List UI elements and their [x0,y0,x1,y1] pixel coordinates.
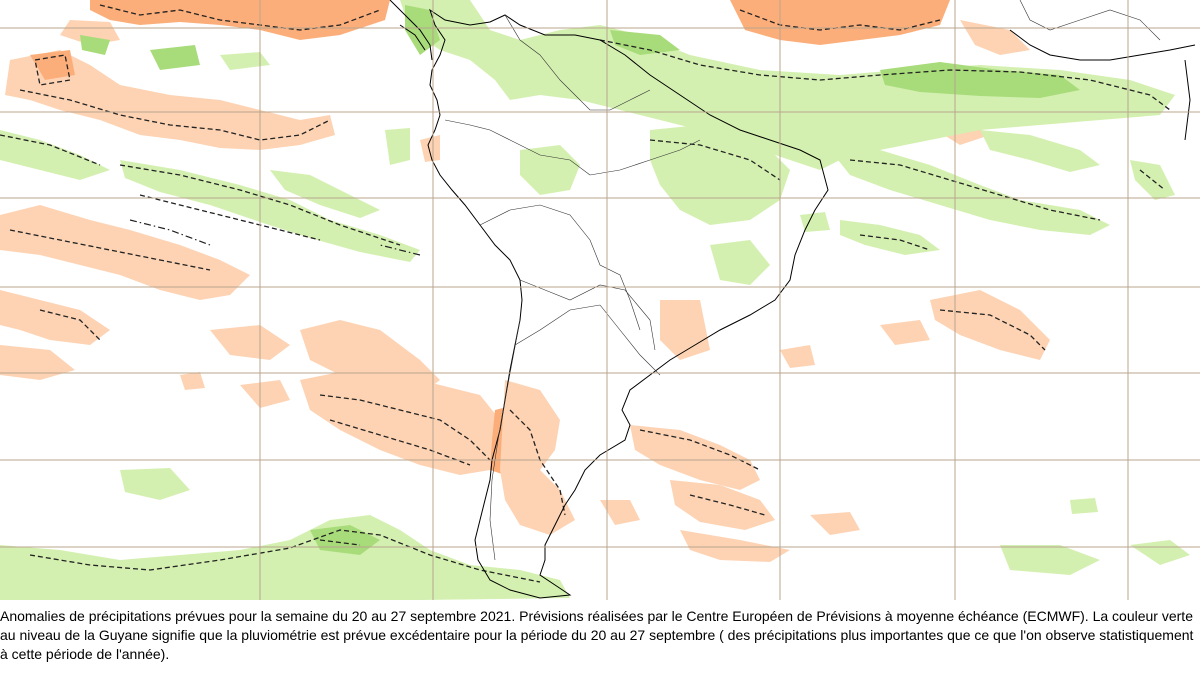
anomaly-contours [0,4,1171,583]
south-america-coastline [389,0,1196,599]
dry-anomaly-areas [0,0,1050,562]
wet-anomaly-areas [0,0,1190,600]
precipitation-anomaly-map [0,0,1200,600]
map-caption: Anomalies de précipitations prévues pour… [0,608,1194,662]
lat-lon-grid [0,0,1200,600]
